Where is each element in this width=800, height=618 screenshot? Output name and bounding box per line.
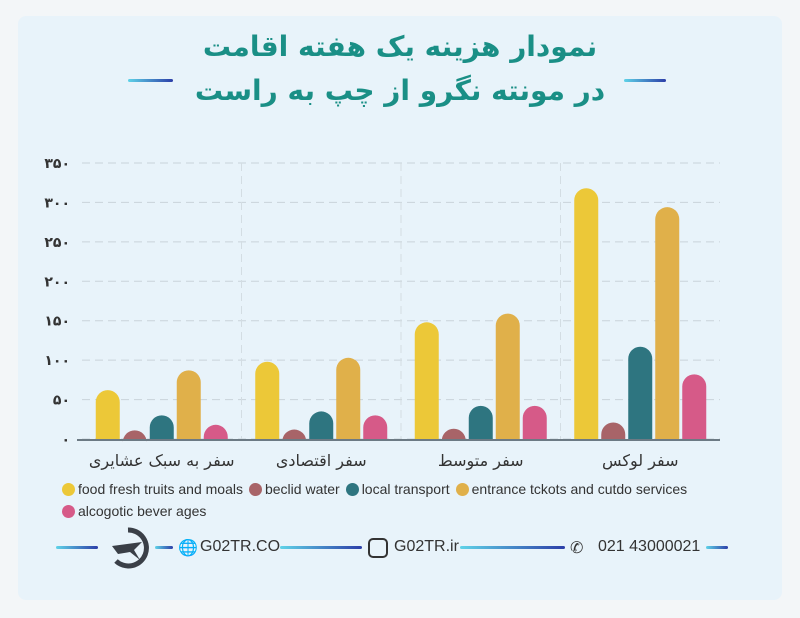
globe-icon: 🌐 — [178, 540, 198, 557]
x-category-label: سفر اقتصادی — [276, 451, 367, 471]
bar — [282, 429, 307, 442]
decorative-line — [280, 546, 362, 549]
y-tick-label: ۲۰۰ — [44, 274, 70, 290]
decorative-line — [155, 546, 173, 549]
decorative-line — [460, 546, 565, 549]
phone-icon: ✆ — [570, 540, 584, 557]
legend-item: local transport — [345, 478, 450, 500]
bar — [468, 405, 493, 439]
legend-label: food fresh truits and moals — [78, 481, 243, 497]
y-tick-label: ۳۰۰ — [44, 195, 70, 211]
y-tick-label: ۰ — [61, 432, 70, 448]
legend-label: entrance tckots and cutdo services — [471, 481, 688, 497]
bar — [363, 415, 388, 439]
bar-chart: ۰ ۵۰ ۱۰۰ ۱۵۰ ۲۰۰ ۲۵۰ ۳۰۰ ۳۵۰ سفر به سبک عشایری سف… — [44, 156, 720, 471]
x-category-label: سفر به سبک عشایری — [89, 451, 235, 471]
bar — [176, 370, 201, 439]
bar — [495, 313, 520, 439]
legend-swatch — [62, 505, 75, 518]
bar — [95, 390, 120, 439]
decorative-line — [128, 79, 173, 82]
bar — [122, 430, 147, 443]
legend-swatch — [62, 483, 75, 496]
legend-swatch — [248, 483, 262, 496]
y-tick-label: ۲۵۰ — [44, 235, 70, 251]
instagram-icon — [368, 538, 388, 558]
x-category-label: سفر لوکس — [602, 451, 679, 471]
bar — [414, 322, 439, 439]
instagram-link[interactable]: G02TR.ir — [394, 538, 459, 555]
bar — [628, 346, 653, 439]
legend-item: alcogotic bever ages — [62, 500, 206, 522]
decorative-line — [56, 546, 98, 549]
legend-label: local transport — [361, 481, 450, 497]
bar — [601, 422, 626, 439]
website-link[interactable]: G02TR.CO — [200, 538, 281, 555]
bar — [655, 207, 680, 439]
legend-item: food fresh truits and moals — [62, 478, 243, 500]
bar — [336, 357, 361, 439]
x-category-label: سفر متوسط — [438, 451, 524, 471]
phone-number[interactable]: 021 43000021 — [598, 538, 701, 555]
bar — [522, 405, 547, 439]
bar — [441, 428, 466, 441]
decorative-line — [624, 79, 666, 82]
y-tick-label: ۳۵۰ — [44, 156, 70, 172]
y-tick-label: ۵۰ — [53, 393, 70, 409]
chart-title-line1: نمودار هزینه یک هفته اقامت — [202, 30, 598, 63]
footer: 🌐 G02TR.CO G02TR.ir ✆ 021 43000021 — [0, 527, 800, 569]
chart-legend: food fresh truits and moals beclid water l… — [62, 478, 742, 522]
bar — [574, 188, 599, 439]
y-tick-label: ۱۰۰ — [44, 353, 70, 369]
logo-icon — [112, 527, 149, 569]
legend-item: beclid water — [248, 478, 340, 500]
legend-label: beclid water — [264, 481, 340, 497]
bar — [203, 424, 228, 439]
legend-item: entrance tckots and cutdo services — [455, 478, 688, 500]
y-tick-label: ۱۵۰ — [44, 314, 70, 330]
bar — [309, 411, 334, 439]
decorative-line — [706, 546, 728, 549]
infographic-card — [18, 16, 782, 600]
legend-swatch — [345, 483, 359, 496]
bar — [149, 415, 174, 439]
legend-label: alcogotic bever ages — [78, 503, 207, 519]
legend-swatch — [455, 483, 469, 496]
bar — [682, 374, 707, 439]
bar — [255, 361, 280, 439]
chart-title-line2: در مونته نگرو از چپ به راست — [194, 74, 606, 107]
